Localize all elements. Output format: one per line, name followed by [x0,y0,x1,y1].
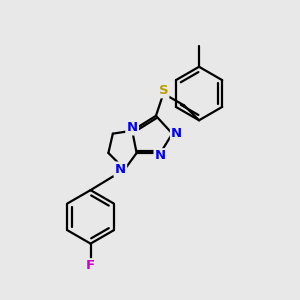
Text: N: N [171,127,182,140]
Text: F: F [86,260,95,272]
Text: S: S [159,84,168,97]
Text: N: N [155,149,166,162]
Text: N: N [115,163,126,176]
Text: N: N [127,121,138,134]
